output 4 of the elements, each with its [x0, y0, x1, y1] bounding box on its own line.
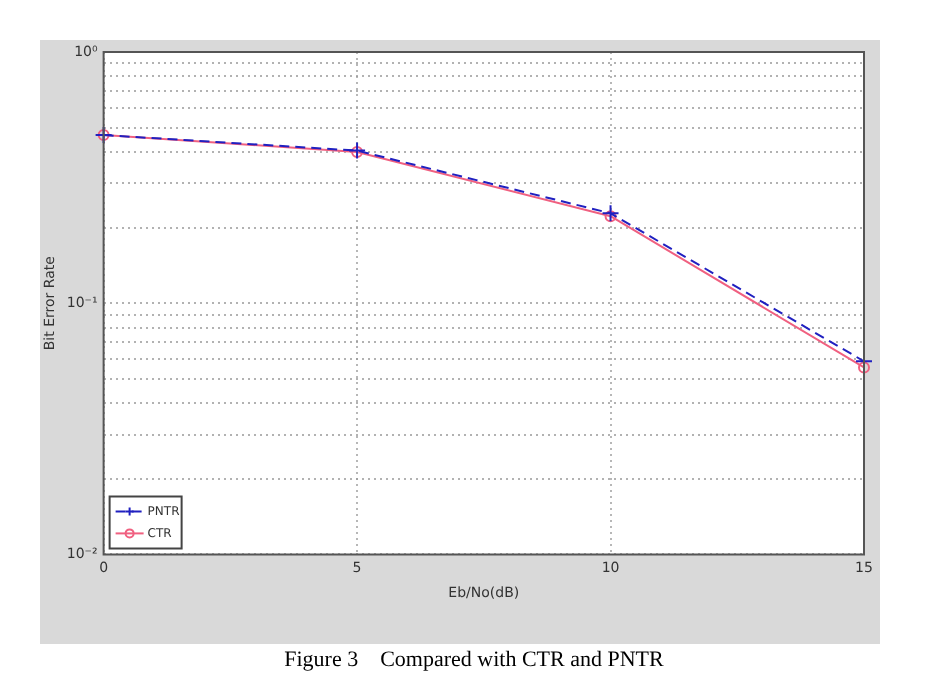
- caption: Figure 3 Compared with CTR and PNTR: [282, 648, 666, 672]
- point: [858, 361, 870, 374]
- point: [601, 204, 620, 223]
- point: [604, 210, 617, 223]
